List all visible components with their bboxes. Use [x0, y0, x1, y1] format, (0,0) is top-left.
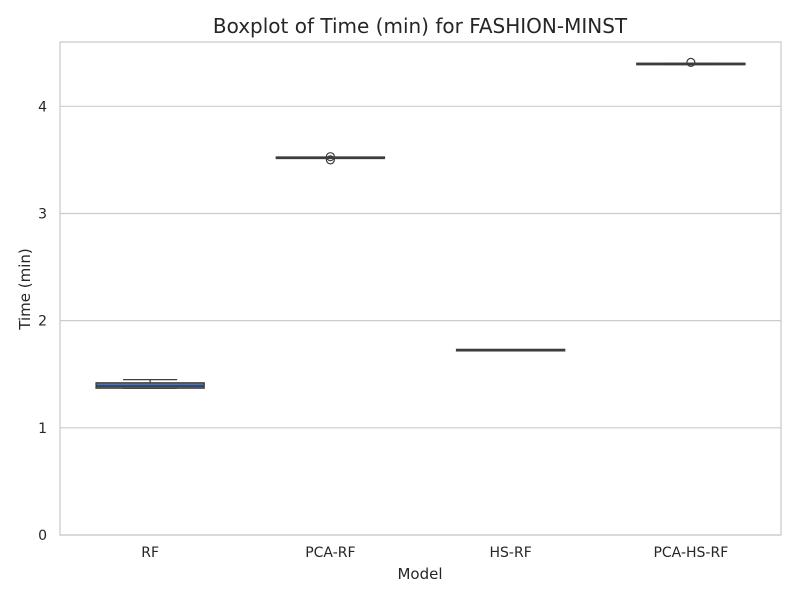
- y-tick-label-3: 3: [38, 206, 47, 222]
- y-tick-label-1: 1: [38, 421, 47, 437]
- x-tick-label-pca-hs-rf: PCA-HS-RF: [653, 545, 728, 561]
- y-axis-label: Time (min): [16, 248, 34, 330]
- x-axis-label: Model: [397, 565, 442, 583]
- y-tick-label-2: 2: [38, 314, 47, 330]
- outlier-pca-hs-rf-0: [686, 57, 696, 67]
- x-axis-ticks: RF PCA-RF HS-RF PCA-HS-RF: [141, 545, 728, 561]
- chart-title: Boxplot of Time (min) for FASHION-MINST: [213, 14, 628, 38]
- outlier-pca-rf-1: [325, 152, 335, 162]
- x-tick-label-hs-rf: HS-RF: [490, 545, 532, 561]
- y-tick-label-0: 0: [38, 528, 47, 544]
- plot-frame: [59, 41, 782, 536]
- gridlines: [60, 105, 781, 536]
- y-axis-ticks: 0 1 2 3 4: [38, 99, 47, 544]
- boxes: [95, 57, 746, 389]
- outlier-pca-rf-0: [325, 155, 335, 165]
- x-tick-label-rf: RF: [141, 545, 159, 561]
- x-tick-label-pca-rf: PCA-RF: [305, 545, 355, 561]
- y-tick-label-4: 4: [38, 99, 47, 115]
